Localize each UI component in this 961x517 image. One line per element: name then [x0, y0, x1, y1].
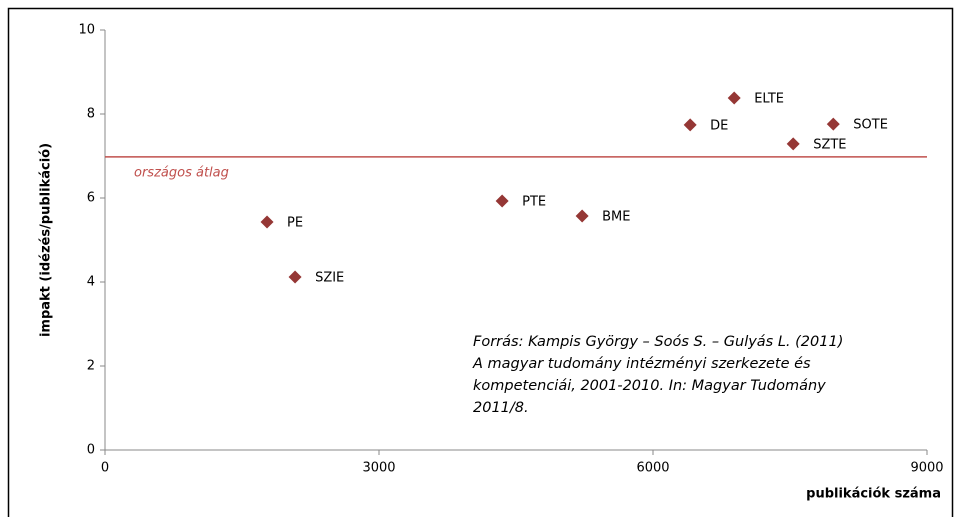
point-label: SZTE	[813, 137, 846, 152]
marker	[826, 117, 840, 131]
point-label: SOTE	[853, 118, 888, 133]
marker	[260, 215, 274, 229]
annotation: 2011/8.	[473, 400, 529, 416]
annotation: kompetenciái, 2001-2010. In: Magyar Tudo…	[473, 378, 826, 394]
x-tick-label: 0	[101, 461, 109, 476]
y-tick-label: 4	[87, 275, 95, 290]
marker	[727, 91, 741, 105]
x-axis-title: publikációk száma	[806, 487, 941, 502]
y-tick-label: 10	[78, 23, 95, 38]
marker	[288, 270, 302, 284]
point-label: ELTE	[754, 92, 784, 107]
point-label: PTE	[522, 194, 546, 209]
annotation: A magyar tudomány intézményi szerkezete …	[472, 356, 811, 372]
reference-label: országos átlag	[134, 165, 229, 180]
marker	[683, 118, 697, 132]
x-tick-label: 9000	[910, 461, 943, 476]
y-axis-title: impakt (idézés/publikáció)	[39, 143, 54, 337]
annotation: Forrás: Kampis György – Soós S. – Gulyás…	[473, 334, 843, 350]
frame	[7, 7, 954, 517]
y-tick-label: 8	[87, 107, 95, 122]
marker	[575, 209, 589, 223]
y-tick-label: 0	[87, 443, 95, 458]
marker	[495, 194, 509, 208]
point-label: BME	[602, 210, 630, 225]
y-tick-label: 6	[87, 191, 95, 206]
x-tick-label: 3000	[362, 461, 395, 476]
point-label: DE	[710, 118, 728, 133]
point-label: PE	[287, 215, 303, 230]
y-tick-label: 2	[87, 359, 95, 374]
marker	[786, 137, 800, 151]
point-label: SZIE	[315, 270, 344, 285]
x-tick-label: 6000	[636, 461, 669, 476]
